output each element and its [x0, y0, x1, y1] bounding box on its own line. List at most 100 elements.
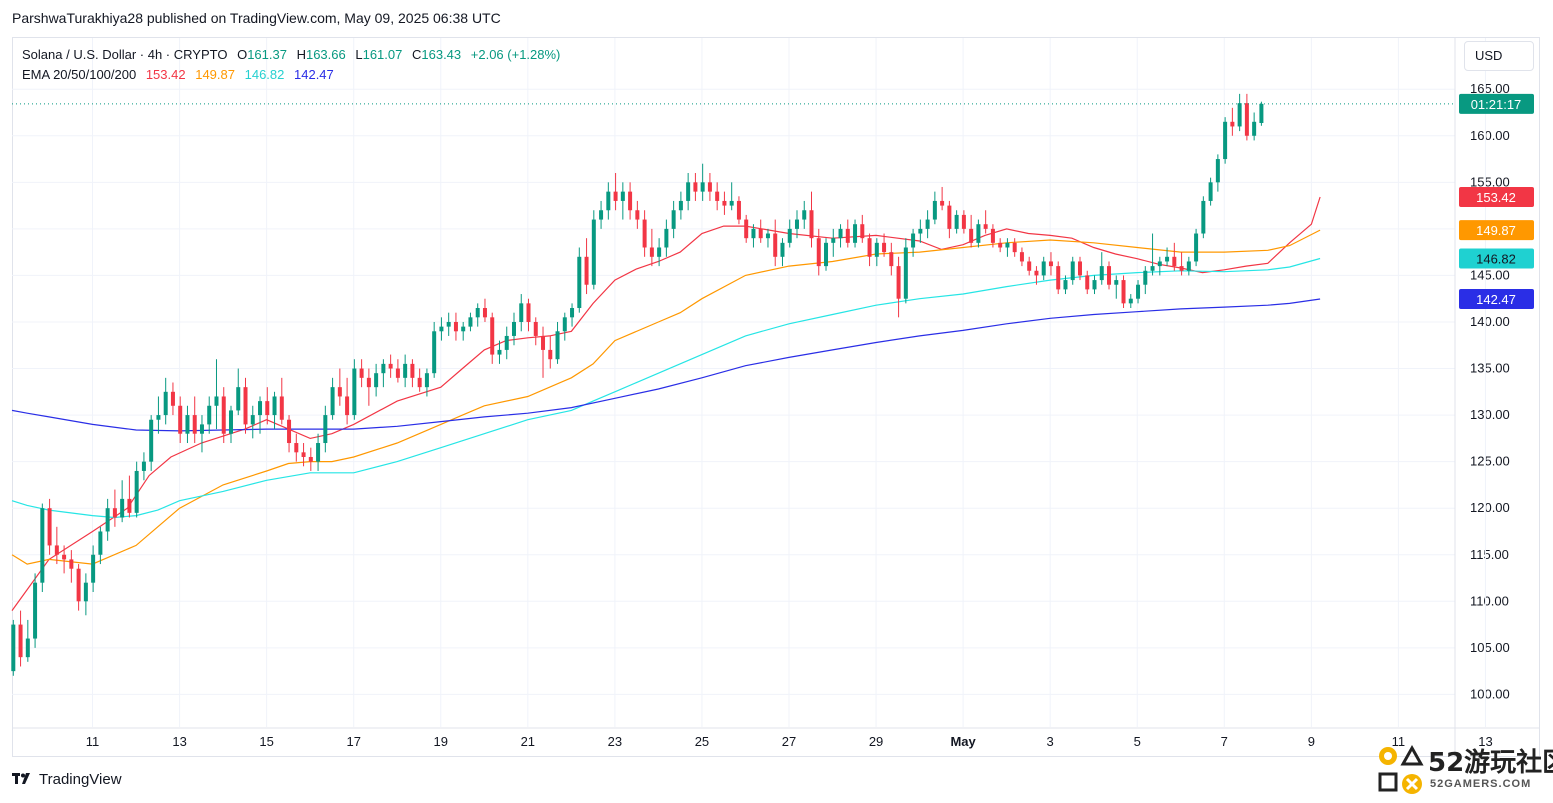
y-tick-label: 115.00: [1470, 547, 1509, 562]
candle-body: [432, 331, 437, 374]
candle-body: [40, 508, 45, 583]
candle-body: [1165, 256, 1170, 262]
candle-body: [584, 256, 589, 285]
candle-body: [1223, 121, 1228, 160]
x-tick-label: 15: [259, 734, 273, 749]
chart-legend: Solana / U.S. Dollar · 4h · CRYPTO O161.…: [22, 45, 560, 85]
x-tick-label: 13: [172, 734, 186, 749]
candle-body: [969, 228, 974, 243]
candle-body: [192, 415, 197, 434]
candle-body: [98, 531, 103, 555]
candle-body: [1172, 256, 1177, 267]
x-tick-label: 9: [1308, 734, 1315, 749]
gamepad-symbols-icon: [1378, 744, 1424, 794]
low-label: L: [355, 47, 363, 62]
candle-body: [1114, 280, 1119, 285]
x-tick-label: 19: [434, 734, 448, 749]
candle-body: [272, 396, 277, 416]
y-tick-label: 130.00: [1470, 407, 1510, 422]
ema-price-badge-bg: [1459, 248, 1534, 269]
candle-body: [134, 470, 139, 513]
ema-line: [11, 229, 1321, 565]
symbol-label[interactable]: Solana / U.S. Dollar · 4h · CRYPTO: [22, 47, 228, 62]
candle-body: [816, 238, 821, 267]
ema-price-badge: 142.47: [1476, 292, 1516, 307]
candle-body: [403, 363, 408, 378]
x-tick-label: 11: [1392, 734, 1406, 749]
candle-body: [62, 554, 67, 560]
candle-body: [1157, 261, 1162, 267]
candle-body: [838, 228, 843, 239]
candle-body: [18, 624, 23, 658]
y-tick-label: 120.00: [1470, 500, 1510, 515]
ema-price-badge: 146.82: [1476, 251, 1516, 266]
candle-body: [395, 368, 400, 378]
candle-body: [330, 387, 335, 416]
candle-body: [700, 182, 705, 192]
candle-body: [1070, 261, 1075, 281]
candle-body: [482, 308, 487, 318]
candle-body: [998, 242, 1003, 248]
candle-body: [562, 317, 567, 332]
y-tick-label: 100.00: [1470, 686, 1510, 701]
candle-body: [932, 200, 937, 220]
candle-body: [787, 228, 792, 243]
candle-body: [475, 308, 480, 318]
high-label: H: [296, 47, 306, 62]
candle-body: [1259, 103, 1264, 124]
countdown-badge: 01:21:17: [1471, 97, 1522, 112]
candle-body: [555, 331, 560, 360]
candle-body: [831, 238, 836, 243]
candle-body: [352, 368, 357, 416]
candle-body: [990, 228, 995, 243]
y-tick-label: 105.00: [1470, 640, 1510, 655]
candle-body: [105, 508, 110, 532]
candle-body: [773, 233, 778, 257]
open-label: O: [237, 47, 248, 62]
candle-body: [265, 401, 270, 416]
candle-body: [882, 242, 887, 253]
candle-body: [25, 638, 30, 658]
candle-body: [178, 405, 183, 434]
candle-body: [947, 205, 952, 229]
candle-body: [1085, 275, 1090, 290]
candle-body: [221, 396, 226, 434]
candle-body: [606, 191, 611, 211]
candle-body: [722, 200, 727, 206]
ema-line: [11, 196, 1321, 611]
candle-body: [519, 303, 524, 322]
candle-body: [410, 363, 415, 378]
candle-body: [243, 387, 248, 425]
candle-body: [809, 210, 814, 239]
candle-body: [1005, 242, 1010, 248]
candle-body: [149, 419, 154, 462]
y-tick-label: 110.00: [1470, 593, 1509, 608]
candle-body: [1194, 233, 1199, 262]
candle-body: [424, 373, 429, 388]
candle-body: [976, 224, 981, 243]
candle-body: [1201, 200, 1206, 234]
candle-body: [294, 443, 299, 453]
ema-label[interactable]: EMA 20/50/100/200: [22, 67, 137, 82]
candle-body: [649, 247, 654, 257]
candle-body: [1056, 266, 1061, 290]
tradingview-logo[interactable]: TradingView: [12, 771, 122, 788]
candle-body: [780, 242, 785, 257]
x-tick-label: 27: [782, 734, 796, 749]
candle-body: [47, 508, 52, 546]
candle-body: [83, 582, 88, 602]
candle-body: [577, 256, 582, 309]
ema-price-badge-bg: [1459, 288, 1534, 309]
candle-body: [635, 210, 640, 220]
ema100-value: 146.82: [244, 67, 285, 82]
currency-button[interactable]: USD: [1464, 41, 1534, 71]
candle-body: [599, 210, 604, 220]
candle-body: [867, 238, 872, 257]
candle-body: [954, 214, 959, 229]
candle-body: [1048, 261, 1053, 267]
candle-body: [961, 214, 966, 229]
candle-body: [729, 200, 734, 206]
candle-body: [533, 321, 538, 336]
candle-body: [889, 252, 894, 267]
